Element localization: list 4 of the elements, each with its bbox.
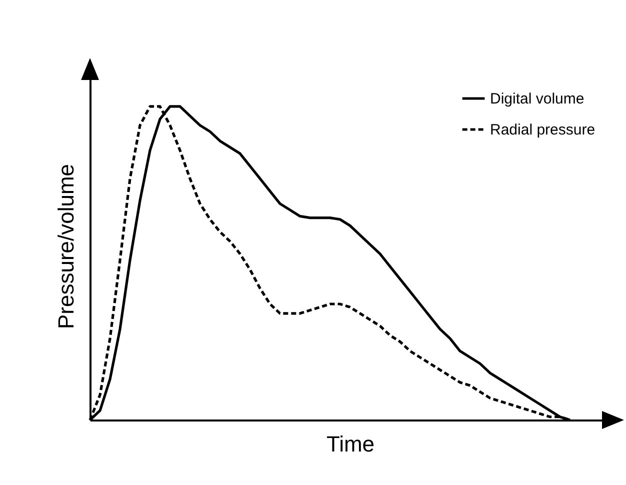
y-axis-title: Pressure/volume xyxy=(54,164,78,330)
legend-label: Digital volume xyxy=(490,90,584,108)
x-axis-title: Time xyxy=(326,432,375,456)
legend-label: Radial pressure xyxy=(490,122,596,138)
